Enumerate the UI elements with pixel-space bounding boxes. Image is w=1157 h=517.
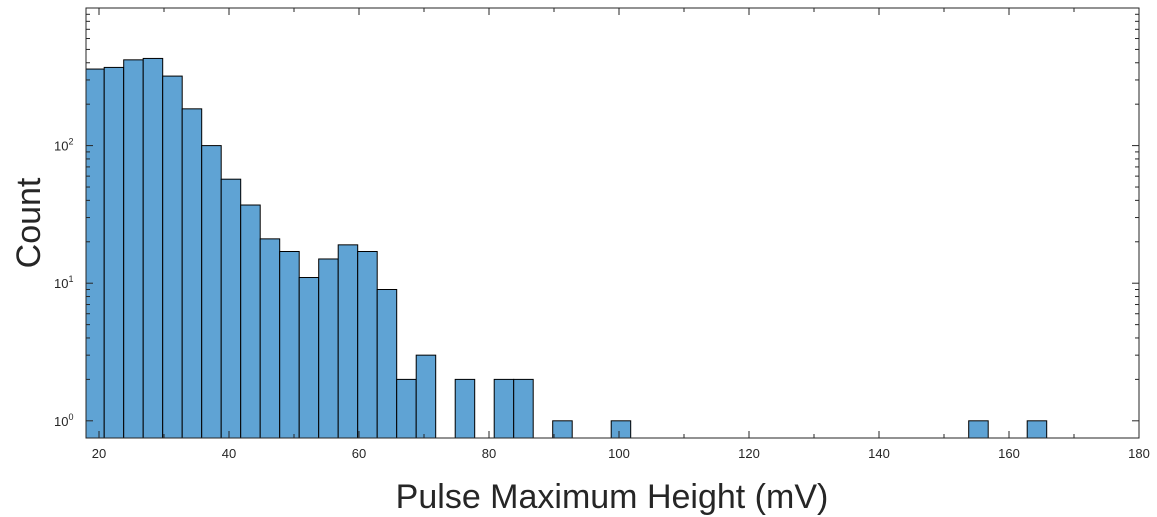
histogram-bar — [220, 178, 242, 439]
histogram-bar — [415, 354, 437, 439]
histogram-bar — [357, 250, 378, 439]
histogram-bar — [201, 145, 222, 439]
y-tick-label: 101 — [54, 274, 73, 291]
plot-frame — [85, 7, 1140, 439]
histogram-bar — [240, 204, 261, 439]
y-tick-label: 102 — [54, 137, 73, 154]
y-axis-title: Count — [10, 177, 48, 268]
axis-ticks — [86, 8, 1140, 438]
x-tick-label: 160 — [998, 446, 1020, 461]
x-tick-label: 120 — [738, 446, 760, 461]
histogram-bar — [181, 108, 203, 439]
histogram-bar — [337, 244, 359, 439]
histogram-bar — [1026, 420, 1048, 439]
histogram-bar — [454, 378, 476, 439]
x-tick-label: 140 — [868, 446, 890, 461]
x-tick-label: 40 — [222, 446, 236, 461]
histogram-bar — [259, 238, 281, 439]
y-tick-labels: 100 101 102 — [54, 137, 73, 429]
histogram-bar — [123, 59, 144, 439]
histogram-bar — [552, 420, 573, 439]
histogram-bar — [318, 258, 339, 439]
y-tick-label: 100 — [54, 412, 73, 429]
histogram-bar — [298, 277, 320, 439]
x-tick-label: 20 — [92, 446, 106, 461]
histogram-bar — [162, 75, 183, 439]
x-tick-label: 180 — [1128, 446, 1150, 461]
x-tick-labels: 20 40 60 80 100 120 140 160 180 — [92, 446, 1150, 461]
histogram-bar — [493, 378, 515, 439]
histogram-bar — [396, 378, 417, 439]
x-axis-title: Pulse Maximum Height (mV) — [396, 478, 829, 516]
histogram-bar — [513, 378, 534, 439]
histogram-bar — [968, 420, 989, 439]
histogram-bar — [85, 68, 105, 439]
x-tick-label: 80 — [482, 446, 496, 461]
histogram-bar — [142, 57, 164, 439]
histogram-bar — [610, 420, 632, 439]
histogram-bar — [376, 289, 398, 439]
histogram-bars — [85, 57, 1048, 439]
histogram-bar — [103, 66, 125, 439]
x-tick-label: 100 — [608, 446, 630, 461]
histogram-bar — [279, 250, 300, 439]
x-tick-label: 60 — [352, 446, 366, 461]
